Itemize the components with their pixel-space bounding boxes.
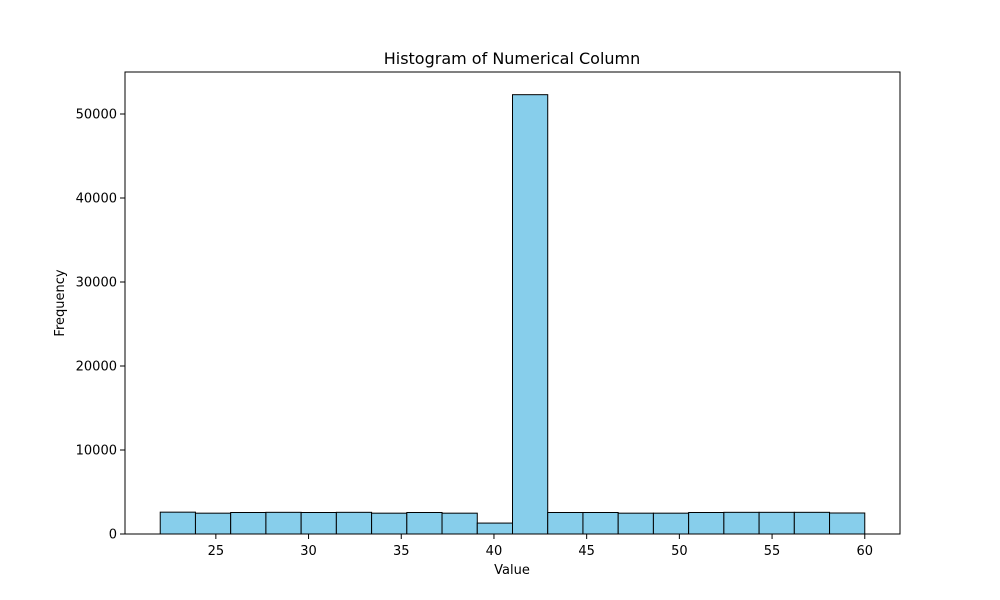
histogram-bar (476, 522, 514, 535)
histogram-bar (159, 511, 196, 535)
histogram-bar (230, 511, 267, 535)
y-tick-label: 20000 (76, 360, 117, 375)
x-tick-label: 25 (208, 544, 225, 559)
histogram-bar (829, 512, 866, 535)
histogram-bar (406, 511, 443, 535)
y-tick-label: 0 (109, 528, 117, 543)
plot-frame (124, 71, 901, 535)
histogram-bar (758, 511, 795, 535)
histogram-bar (194, 512, 232, 535)
histogram-bar (441, 512, 478, 535)
x-tick-label: 30 (300, 544, 317, 559)
histogram-bar (512, 94, 549, 535)
histogram-bar (547, 511, 584, 535)
histogram-bar (723, 511, 760, 535)
x-axis: 25 30 35 40 45 50 55 60 (208, 534, 873, 559)
x-tick-label: 60 (856, 544, 873, 559)
y-tick-label: 30000 (76, 276, 117, 291)
y-tick-label: 40000 (76, 192, 117, 207)
y-tick-label: 10000 (76, 444, 117, 459)
x-tick-label: 55 (764, 544, 781, 559)
histogram-bar (793, 511, 831, 535)
bars-group (159, 94, 866, 535)
x-tick-label: 50 (671, 544, 688, 559)
histogram-bar (335, 511, 373, 535)
x-tick-label: 35 (393, 544, 410, 559)
chart-title: Histogram of Numerical Column (384, 49, 641, 68)
histogram-bar (371, 512, 408, 535)
histogram-bar (617, 512, 654, 535)
x-tick-label: 45 (578, 544, 595, 559)
histogram-bar (652, 512, 690, 535)
x-axis-label: Value (494, 563, 530, 578)
x-tick-label: 40 (486, 544, 503, 559)
histogram-bar (265, 511, 302, 535)
histogram-bar (688, 511, 725, 535)
y-axis: 0 10000 20000 30000 40000 50000 (76, 108, 125, 543)
histogram-bar (300, 511, 337, 535)
y-axis-label: Frequency (53, 269, 68, 336)
histogram-bar (582, 511, 619, 535)
y-tick-label: 50000 (76, 108, 117, 123)
